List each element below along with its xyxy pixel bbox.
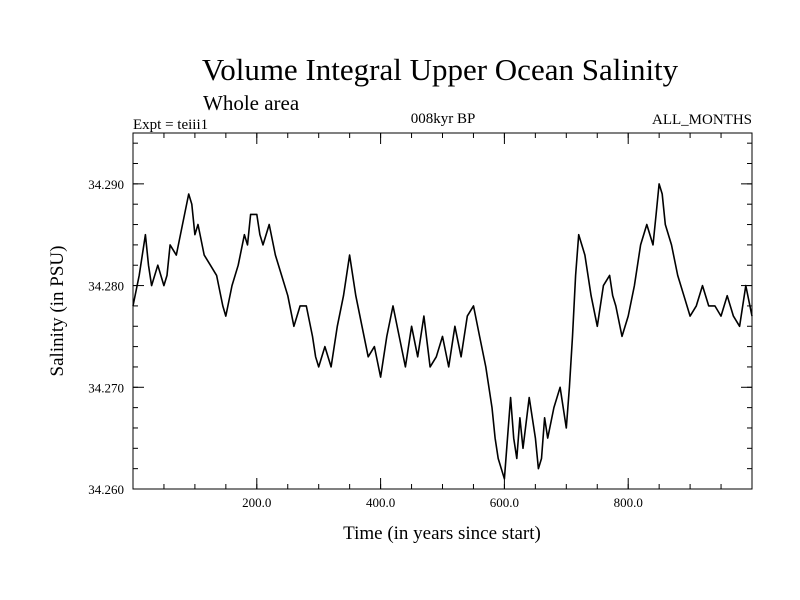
y-tick-label: 34.270 <box>88 380 124 395</box>
x-tick-label: 800.0 <box>614 495 643 510</box>
y-axis-ticks: 34.260 34.270 34.280 34.290 <box>88 177 752 497</box>
months-label: ALL_MONTHS <box>652 112 752 128</box>
salinity-series-line <box>132 183 753 480</box>
y-axis-label: Salinity (in PSU) <box>47 246 68 377</box>
x-tick-label: 200.0 <box>242 495 271 510</box>
x-tick-label: 600.0 <box>490 495 519 510</box>
y-tick-label: 34.280 <box>88 279 124 294</box>
chart-title: Volume Integral Upper Ocean Salinity <box>202 52 679 87</box>
x-axis-label: Time (in years since start) <box>343 523 541 544</box>
chart-subtitle: Whole area <box>203 91 300 115</box>
y-tick-label: 34.290 <box>88 177 124 192</box>
y-tick-label: 34.260 <box>88 482 124 497</box>
period-label: 008kyr BP <box>411 111 476 127</box>
expt-label: Expt = teiii1 <box>133 117 208 133</box>
x-axis-ticks: 200.0 400.0 600.0 800.0 <box>242 133 643 510</box>
minor-ticks <box>133 133 752 489</box>
x-tick-label: 400.0 <box>366 495 395 510</box>
